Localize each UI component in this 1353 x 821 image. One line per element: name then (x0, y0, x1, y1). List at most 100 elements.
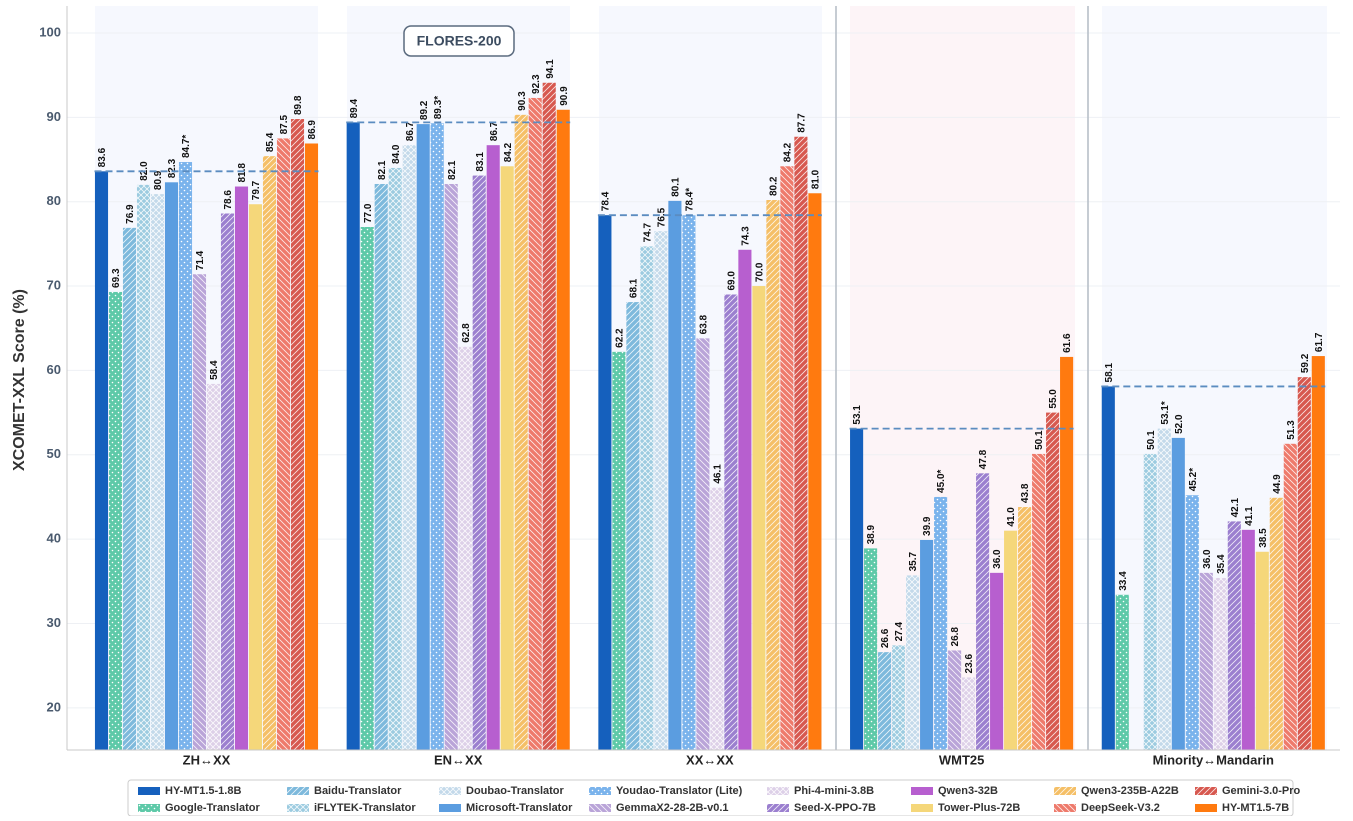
bar (290, 119, 305, 751)
legend-swatch (287, 804, 309, 812)
bar (150, 194, 165, 751)
legend-swatch (138, 804, 160, 812)
value-label: 80.9 (153, 170, 164, 190)
bar (472, 175, 486, 750)
value-label: 77.0 (363, 203, 374, 223)
value-label: 78.6 (223, 190, 234, 210)
legend-swatch (439, 804, 461, 812)
bar (990, 572, 1004, 750)
value-label: 90.3 (517, 91, 528, 111)
legend-label: HY-MT1.5-1.8B (165, 785, 241, 797)
bar (220, 213, 235, 751)
bar (122, 227, 137, 750)
bar (1143, 453, 1157, 750)
bar (668, 200, 682, 750)
bar (948, 650, 962, 750)
bar (402, 145, 416, 751)
bar (1227, 521, 1241, 750)
value-label: 41.1 (1244, 506, 1255, 526)
bar (276, 138, 291, 751)
value-label: 83.1 (475, 152, 486, 172)
value-label: 84.7* (181, 135, 192, 158)
bar (500, 166, 514, 751)
legend-label: Qwen3-32B (938, 785, 998, 797)
value-label: 78.4 (601, 191, 612, 211)
value-label: 80.2 (769, 176, 780, 196)
value-label: 69.0 (727, 271, 738, 291)
legend-swatch (1054, 804, 1076, 812)
bar (388, 167, 402, 751)
value-label: 50.1 (1034, 430, 1045, 450)
value-label: 61.6 (1062, 333, 1073, 353)
legend-label: HY-MT1.5-7B (1222, 802, 1289, 814)
bar (794, 136, 808, 751)
value-label: 62.2 (615, 328, 626, 348)
value-label: 43.8 (1020, 483, 1031, 503)
bar (542, 82, 556, 750)
legend-label: Microsoft-Translator (466, 802, 573, 814)
value-label: 92.3 (531, 74, 542, 94)
value-label: 85.4 (265, 132, 276, 152)
bar (906, 575, 920, 750)
value-label: 87.5 (279, 115, 290, 135)
bar (1018, 507, 1032, 750)
legend-label: Doubao-Translator (466, 785, 565, 797)
legend-label: DeepSeek-V3.2 (1081, 802, 1160, 814)
bar (1269, 497, 1283, 750)
value-label: 89.8 (293, 95, 304, 115)
bar (612, 351, 626, 750)
legend-label: iFLYTEK-Translator (314, 802, 416, 814)
bar (1311, 356, 1325, 750)
value-label: 53.1 (852, 405, 863, 425)
bar (164, 182, 179, 750)
value-label: 70.0 (755, 262, 766, 282)
value-label: 84.2 (783, 142, 794, 162)
legend-swatch (767, 804, 789, 812)
x-tick-label: ZH↔XX (183, 752, 231, 767)
bar (248, 204, 263, 750)
bar (528, 97, 542, 751)
x-tick-label: WMT25 (939, 752, 985, 767)
bar (1004, 530, 1018, 750)
bar (864, 548, 878, 750)
bar (752, 286, 766, 750)
value-label: 36.0 (992, 549, 1003, 569)
value-label: 80.1 (671, 177, 682, 197)
legend-label: Gemini-3.0-Pro (1222, 785, 1301, 797)
value-label: 58.4 (209, 360, 220, 380)
value-label: 55.0 (1048, 389, 1059, 409)
annotation-box (403, 25, 515, 57)
value-label: 62.8 (461, 323, 472, 343)
value-label: 36.0 (1202, 549, 1213, 569)
legend-swatch (589, 787, 611, 795)
y-tick-label: 20 (47, 699, 61, 714)
value-label: 82.1 (377, 160, 388, 180)
bar (766, 200, 780, 750)
bar (780, 166, 794, 751)
bar (1101, 386, 1115, 750)
value-label: 50.1 (1146, 430, 1157, 450)
value-label: 59.2 (1300, 353, 1311, 373)
bar (1199, 572, 1213, 750)
bar (1185, 495, 1199, 750)
y-tick-label: 70 (47, 277, 61, 292)
y-tick-label: 30 (47, 615, 61, 630)
bar (640, 246, 654, 751)
bar (1213, 577, 1227, 750)
value-label: 89.2 (419, 100, 430, 120)
value-label: 61.7 (1314, 332, 1325, 352)
value-label: 86.7 (489, 121, 500, 141)
value-label: 86.7 (405, 121, 416, 141)
bar (444, 183, 458, 750)
bar (514, 114, 528, 750)
value-label: 69.3 (111, 268, 122, 288)
bar (1283, 443, 1297, 750)
value-label: 35.7 (908, 551, 919, 571)
legend-label: Google-Translator (165, 802, 260, 814)
bar (108, 291, 123, 750)
value-label: 44.9 (1272, 474, 1283, 494)
legend-label: Seed-X-PPO-7B (794, 802, 876, 814)
bar (416, 124, 430, 751)
bar (486, 145, 500, 751)
